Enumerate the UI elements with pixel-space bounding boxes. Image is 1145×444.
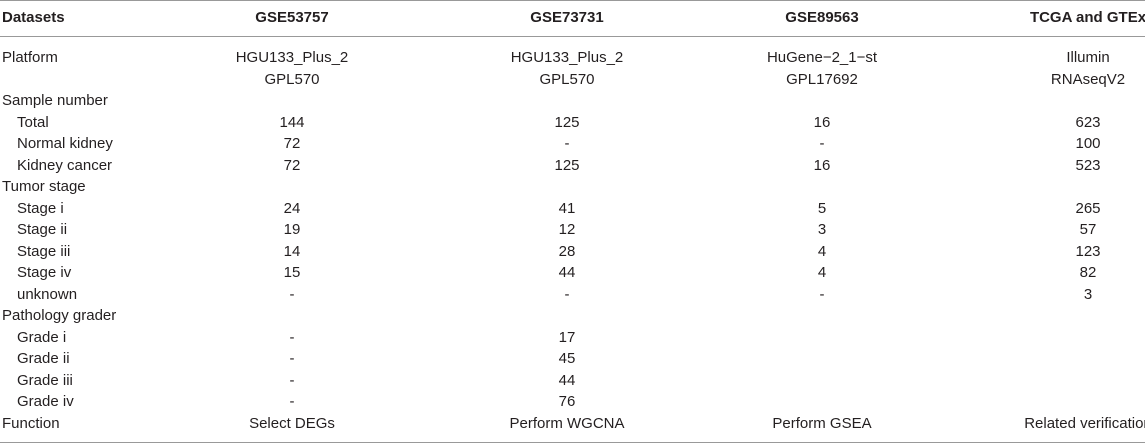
row-label: Kidney cancer: [17, 156, 113, 174]
row-label: Stage i: [17, 199, 64, 217]
value-cell: 28: [558, 242, 576, 260]
group-label: Tumor stage: [2, 178, 86, 195]
value-cell: -: [564, 135, 570, 152]
value-cell: 265: [1075, 199, 1101, 217]
value-cell: 44: [558, 264, 576, 281]
group-label: Pathology grader: [2, 307, 117, 324]
value-cell: 123: [1075, 242, 1101, 260]
header-cell: Datasets: [2, 9, 65, 26]
value-cell: 82: [1079, 264, 1097, 281]
cell-line: RNAseqV2: [1050, 70, 1126, 88]
value-cell: 17: [558, 328, 576, 346]
value-cell: 623: [1075, 113, 1101, 131]
value-cell: -: [289, 393, 295, 410]
row-label: Platform: [2, 49, 58, 66]
header-rule: [0, 36, 1145, 37]
header-cell: TCGA and GTEx: [1029, 9, 1145, 26]
row-label: Total: [17, 113, 49, 131]
value-cell: 4: [817, 264, 827, 281]
cell-line: HuGene−2_1−st: [766, 49, 878, 66]
header-cell: GSE73731: [530, 9, 604, 26]
cell-line: GPL17692: [786, 70, 858, 88]
value-cell: 5: [817, 199, 827, 217]
value-cell: 125: [554, 156, 580, 174]
value-cell: 14: [283, 242, 301, 260]
value-cell: 523: [1075, 156, 1101, 174]
value-cell: 16: [813, 156, 831, 174]
value-cell: 16: [813, 113, 831, 131]
row-label: Stage iii: [17, 242, 71, 260]
value-cell: 100: [1075, 135, 1101, 152]
value-cell: -: [289, 285, 295, 303]
value-cell: 12: [558, 221, 576, 238]
cell-line: GPL570: [264, 70, 320, 88]
row-label: Grade iii: [17, 371, 73, 389]
value-cell: 45: [558, 350, 576, 367]
value-cell: 3: [1083, 285, 1093, 303]
cell-line: GPL570: [539, 70, 595, 88]
cell-line: Illumin: [1066, 49, 1110, 66]
value-cell: -: [819, 135, 825, 152]
value-cell: 72: [283, 156, 301, 174]
group-label: Sample number: [2, 92, 108, 109]
value-cell: 24: [283, 199, 301, 217]
header-cell: GSE89563: [785, 9, 859, 26]
row-label: Normal kidney: [17, 135, 113, 152]
value-cell: Select DEGs: [249, 414, 335, 432]
value-cell: -: [564, 285, 570, 303]
value-cell: 57: [1079, 221, 1097, 238]
row-label: Function: [2, 414, 60, 432]
cell-line: HGU133_Plus_2: [510, 49, 624, 66]
row-label: Grade i: [17, 328, 67, 346]
value-cell: 15: [283, 264, 301, 281]
bottom-rule: [0, 442, 1145, 443]
value-cell: 72: [283, 135, 301, 152]
row-label: unknown: [17, 285, 78, 303]
row-label: Stage iv: [17, 264, 72, 281]
value-cell: 76: [558, 393, 576, 410]
value-cell: 19: [283, 221, 301, 238]
value-cell: Related verification: [1024, 414, 1145, 432]
row-label: Grade ii: [17, 350, 70, 367]
value-cell: -: [819, 285, 825, 303]
row-label: Grade iv: [17, 393, 74, 410]
value-cell: 125: [554, 113, 580, 131]
row-label: Stage ii: [17, 221, 68, 238]
header-cell: GSE53757: [255, 9, 329, 26]
value-cell: 144: [279, 113, 305, 131]
cell-line: HGU133_Plus_2: [235, 49, 349, 66]
value-cell: Perform GSEA: [772, 414, 872, 432]
value-cell: Perform WGCNA: [509, 414, 625, 432]
value-cell: 4: [817, 242, 827, 260]
value-cell: -: [289, 328, 295, 346]
value-cell: -: [289, 371, 295, 389]
value-cell: 3: [817, 221, 827, 238]
value-cell: 44: [558, 371, 576, 389]
top-rule: [0, 0, 1145, 1]
value-cell: 41: [558, 199, 576, 217]
value-cell: -: [289, 350, 295, 367]
